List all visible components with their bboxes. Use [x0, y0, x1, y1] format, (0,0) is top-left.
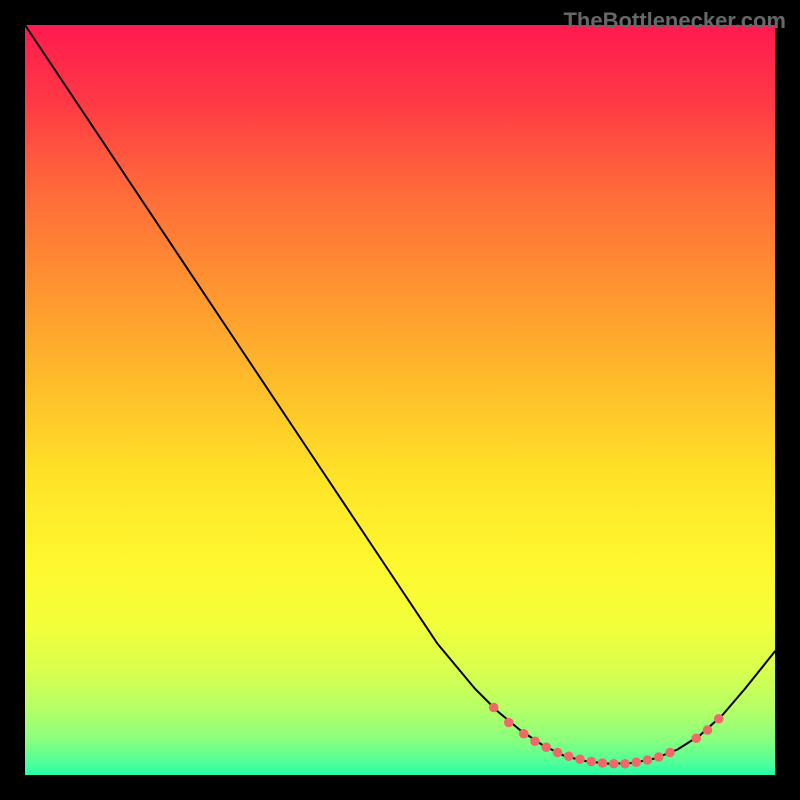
marker-point	[504, 718, 514, 728]
marker-point	[519, 729, 529, 739]
marker-point	[691, 733, 701, 743]
marker-point	[703, 725, 713, 735]
chart-svg	[0, 0, 800, 800]
marker-point	[714, 714, 724, 724]
marker-point	[564, 751, 574, 761]
marker-point	[643, 755, 653, 765]
marker-point	[553, 748, 563, 758]
marker-point	[489, 703, 499, 713]
marker-point	[665, 748, 675, 758]
marker-point	[620, 759, 630, 769]
marker-point	[530, 736, 540, 746]
watermark-text: TheBottlenecker.com	[563, 8, 786, 34]
marker-point	[631, 757, 641, 767]
marker-point	[598, 758, 608, 768]
chart-container: TheBottlenecker.com	[0, 0, 800, 800]
marker-point	[575, 754, 585, 764]
plot-background	[25, 25, 775, 775]
marker-point	[609, 759, 619, 769]
marker-point	[541, 742, 551, 752]
marker-point	[586, 757, 596, 767]
marker-point	[654, 752, 664, 762]
